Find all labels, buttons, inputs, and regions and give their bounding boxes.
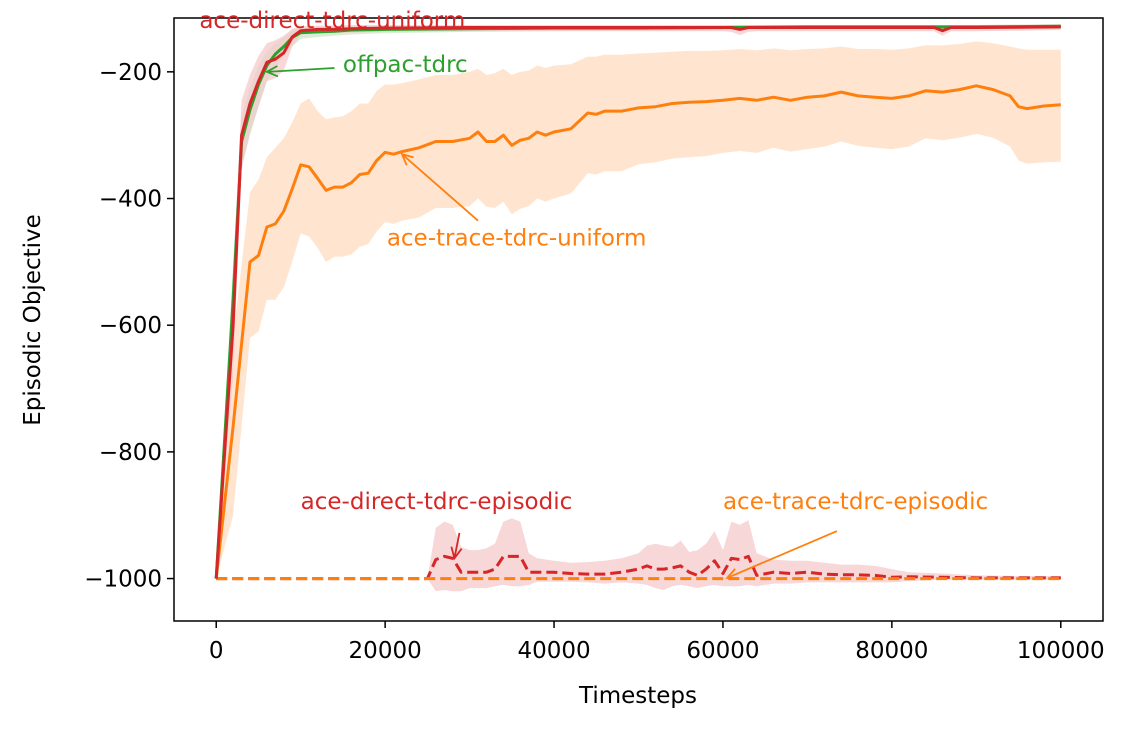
y-tick-label: −400: [99, 187, 162, 213]
annotation-arrowhead-ace-trace-tdrc-episodic: [725, 568, 740, 580]
annotation-arrow-offpac-tdrc: [266, 67, 335, 73]
annotation-arrowhead-ace-direct-tdrc-episodic: [450, 546, 463, 561]
y-tick-label: −1000: [84, 567, 162, 593]
x-tick-label: 60000: [686, 638, 759, 664]
x-axis: 0 20000 40000 60000 80000 100000: [209, 621, 1105, 664]
y-tick-label: −800: [99, 440, 162, 466]
x-tick-label: 0: [209, 638, 224, 664]
series-lines: [214, 24, 1061, 581]
y-tick-label: −200: [99, 60, 162, 86]
annotation-arrow-ace-direct-tdrc-episodic: [453, 532, 461, 559]
annotation-ace-direct-tdrc-uniform: ace-direct-tdrc-uniform: [199, 8, 465, 34]
y-axis-label: Episodic Objective: [20, 214, 46, 426]
annotation-ace-trace-tdrc-episodic: ace-trace-tdrc-episodic: [723, 489, 988, 515]
annotation-offpac-tdrc: offpac-tdrc: [343, 52, 468, 78]
x-tick-label: 40000: [517, 638, 590, 664]
annotations: ace-direct-tdrc-uniform offpac-tdrc ace-tr…: [199, 8, 988, 580]
annotation-arrow-ace-trace-tdrc-uniform: [401, 153, 479, 222]
annotation-arrowhead-ace-trace-tdrc-uniform: [400, 152, 414, 166]
series-line-ace-direct-tdrc-episodic: [216, 554, 1061, 581]
x-tick-label: 20000: [349, 638, 422, 664]
y-tick-label: −600: [99, 313, 162, 339]
annotation-arrowhead-offpac-tdrc: [264, 65, 279, 78]
x-tick-label: 100000: [1017, 638, 1105, 664]
x-axis-label: Timesteps: [578, 683, 697, 709]
x-tick-label: 80000: [855, 638, 928, 664]
band-ace-direct-tdrc-episodic: [216, 518, 1061, 592]
series-line-ace-direct-tdrc-uniform: [214, 25, 1061, 579]
annotation-ace-direct-tdrc-episodic: ace-direct-tdrc-episodic: [301, 489, 573, 515]
plot-frame: [173, 17, 1104, 622]
series-line-ace-trace-tdrc-uniform: [214, 84, 1061, 579]
annotation-ace-trace-tdrc-uniform: ace-trace-tdrc-uniform: [387, 225, 647, 251]
annotation-arrow-ace-trace-tdrc-episodic: [726, 530, 838, 579]
y-axis: −200 −400 −600 −800 −1000: [84, 60, 174, 593]
